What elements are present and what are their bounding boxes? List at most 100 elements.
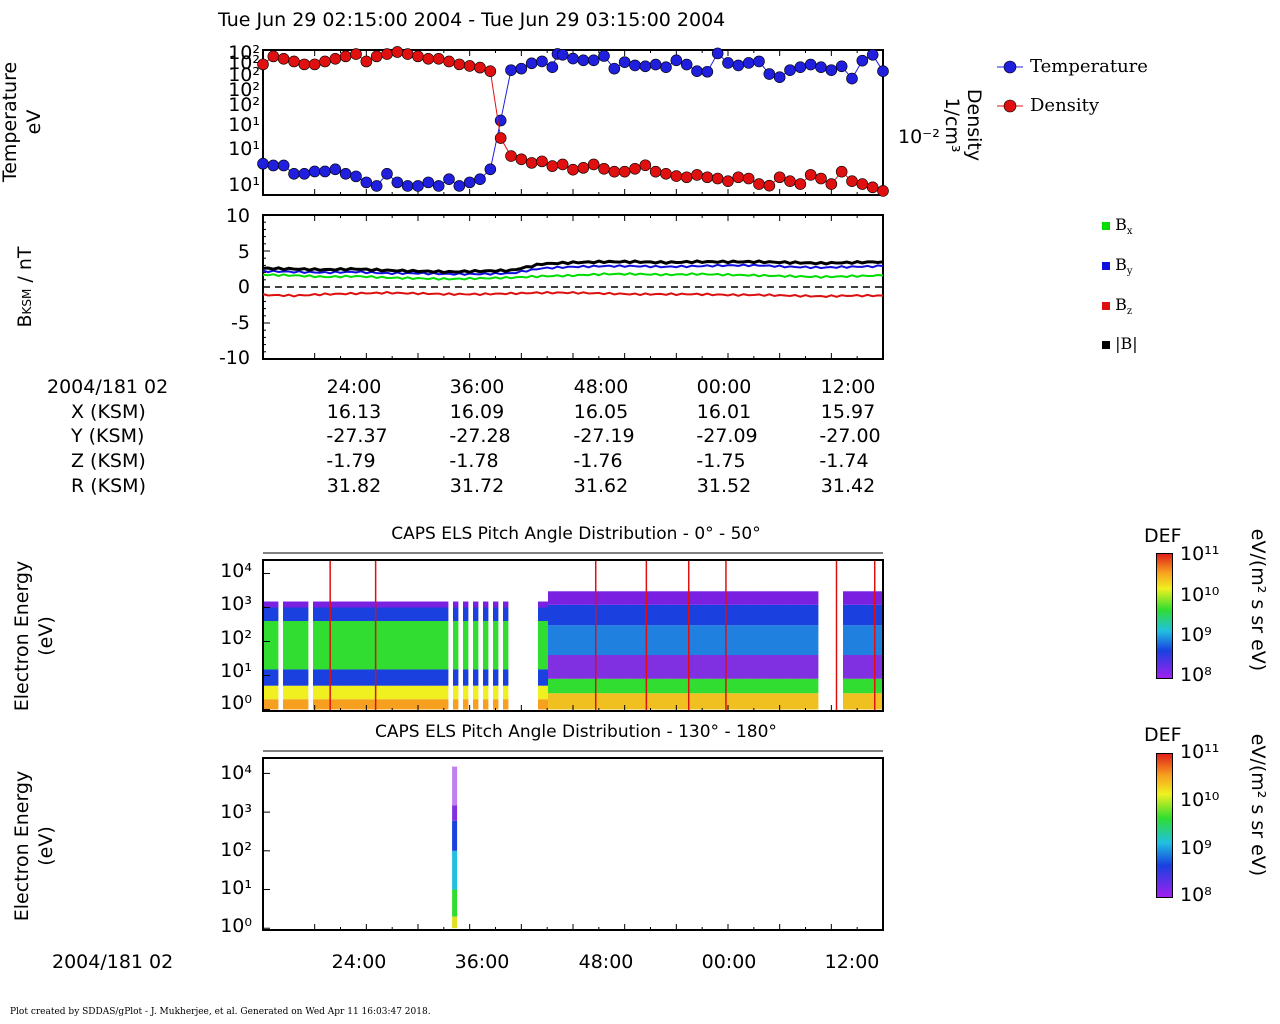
- density-point: [381, 48, 393, 60]
- spectrogram-cell: [463, 601, 469, 608]
- by-line: [262, 263, 884, 276]
- spectrogram-cell: [718, 693, 724, 710]
- temperature-point: [463, 176, 476, 189]
- eph-cell: 31.52: [696, 475, 752, 497]
- spectrogram-cell: [338, 621, 344, 670]
- temperature-point: [422, 176, 435, 189]
- spectrogram-cell: [693, 604, 699, 626]
- temperature-point: [546, 61, 559, 74]
- eph-cell: -27.19: [573, 425, 635, 447]
- spectrogram-cell: [433, 601, 439, 608]
- temperature-point: [288, 168, 300, 180]
- spectrogram-cell: [798, 625, 804, 656]
- spectrogram-cell: [813, 625, 819, 656]
- spectrogram-cell: [598, 693, 604, 710]
- spectrogram-cell: [313, 685, 319, 700]
- spectrogram-cell: [678, 604, 684, 626]
- p3-ytick: 10²: [220, 627, 252, 649]
- temperature-point: [484, 163, 497, 176]
- spectrogram-cell: [713, 678, 719, 694]
- spectrogram-cell: [388, 621, 394, 670]
- spectrogram-cell: [433, 699, 439, 710]
- spectrogram-cell: [618, 693, 624, 710]
- density-point: [587, 158, 600, 171]
- spectrogram-cell: [798, 591, 804, 605]
- eph-cell: -1.79: [326, 450, 376, 472]
- spectrogram-cell: [733, 655, 739, 679]
- spectrogram-cell: [708, 693, 714, 710]
- spectrogram-cell: [648, 693, 654, 710]
- spectrogram-cell: [693, 591, 699, 605]
- spectrogram-cell: [778, 655, 784, 679]
- spectrogram-cell: [673, 604, 679, 626]
- spectrogram-cell: [268, 607, 274, 622]
- spectrogram-cell: [553, 591, 559, 605]
- temperature-point: [618, 56, 631, 68]
- spectrogram-cell: [858, 625, 864, 656]
- spectrogram-cell: [658, 693, 664, 710]
- spectrogram-cell: [583, 591, 589, 605]
- density-point: [422, 53, 435, 65]
- spectrogram-cell: [608, 693, 614, 710]
- density-point: [412, 50, 424, 63]
- spectrogram-cell: [303, 669, 309, 686]
- spectrogram-cell: [553, 678, 559, 694]
- legend-density-label: Density: [1030, 95, 1100, 116]
- density-point: [670, 170, 683, 182]
- spectrogram-cell: [638, 678, 644, 694]
- spectrogram-cell: [293, 669, 299, 686]
- spectrogram-cell: [638, 693, 644, 710]
- p3-ytick: 10⁴: [220, 560, 252, 582]
- cb1-tick: 10¹¹: [1180, 543, 1220, 565]
- spectrogram-cell: [693, 655, 699, 679]
- spectrogram-cell: [368, 601, 374, 608]
- spectrogram-cell: [568, 655, 574, 679]
- temperature-point: [525, 57, 538, 70]
- spectrogram-cell: [343, 621, 349, 670]
- spectrogram-cell: [773, 678, 779, 694]
- spectrogram-cell: [438, 607, 444, 622]
- spectrogram-cell: [698, 591, 704, 605]
- spectrogram-cell: [503, 601, 509, 608]
- spectrogram-cell: [503, 607, 509, 622]
- spectrogram-cell: [718, 591, 724, 605]
- density-point: [536, 155, 548, 168]
- density-point: [742, 172, 755, 185]
- temperature-point: [567, 52, 579, 65]
- cb2-tick: 10⁸: [1180, 884, 1212, 906]
- spectrogram-cell: [368, 621, 374, 670]
- spectrogram-cell: [538, 621, 544, 670]
- colorbar2-unit: eV/(m² s sr eV): [1247, 733, 1269, 877]
- density-point: [298, 58, 311, 71]
- spectrogram-cell: [783, 693, 789, 710]
- spectrogram-cell: [393, 607, 399, 622]
- spectrogram-cell: [393, 669, 399, 686]
- spectrogram-cell: [543, 607, 549, 622]
- spectrogram-cell: [753, 678, 759, 694]
- spectrogram-cell: [573, 693, 579, 710]
- spectrogram-cell: [473, 607, 479, 622]
- spectrogram-cell: [333, 669, 339, 686]
- temperature-point: [784, 64, 796, 76]
- spectrogram-cell: [758, 625, 764, 656]
- spectrogram-cell: [393, 685, 399, 700]
- density-point: [525, 157, 538, 169]
- spectrogram-cell: [613, 655, 619, 679]
- spectrogram-cell: [452, 850, 458, 890]
- spectrogram-cell: [263, 699, 269, 710]
- spectrogram-cell: [878, 604, 884, 626]
- spectrogram-cell: [438, 621, 444, 670]
- spectrogram-cell: [313, 699, 319, 710]
- spectrogram-cell: [683, 678, 689, 694]
- spectrogram-cell: [333, 607, 339, 622]
- spectrogram-cell: [688, 625, 694, 656]
- spectrogram-cell: [863, 693, 869, 710]
- spectrogram-cell: [613, 693, 619, 710]
- spectrogram-cell: [773, 625, 779, 656]
- spectrogram-cell: [298, 699, 304, 710]
- panel4-plot: [262, 750, 884, 931]
- spectrogram-cell: [313, 621, 319, 670]
- spectrogram-cell: [298, 601, 304, 608]
- spectrogram-cell: [618, 591, 624, 605]
- spectrogram-cell: [668, 591, 674, 605]
